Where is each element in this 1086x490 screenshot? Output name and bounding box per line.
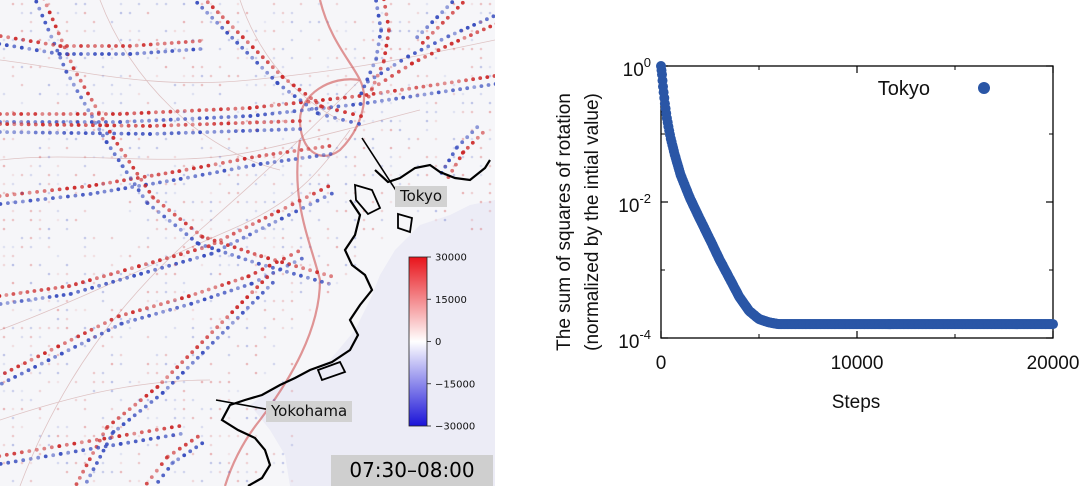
convergence-chart: The sum of squares of rotation (normaliz… <box>500 0 1086 486</box>
scatter-point <box>1048 319 1058 329</box>
x-tick-label: 20000 <box>1027 353 1080 374</box>
legend-marker-tokyo <box>978 82 990 94</box>
plot-area <box>661 66 1053 338</box>
y-axis-label-line2: (normalized by the intial value) <box>582 93 603 351</box>
callout-leaders <box>0 0 495 486</box>
legend-label-tokyo: Tokyo <box>878 78 930 100</box>
x-axis-label: Steps <box>832 392 881 413</box>
y-tick-label: 10-2 <box>618 191 651 217</box>
legend: Tokyo <box>878 78 990 100</box>
time-window-label: 07:30–08:00 <box>331 455 493 486</box>
y-tick-label: 10-4 <box>618 327 651 353</box>
yokohama-leader-line <box>216 400 271 410</box>
yokohama-callout: Yokohama <box>266 401 352 422</box>
tokyo-leader-line <box>362 138 397 192</box>
y-axis-label: The sum of squares of rotation (normaliz… <box>554 93 603 351</box>
chart-panel: The sum of squares of rotation (normaliz… <box>500 0 1086 486</box>
x-tick-label: 0 <box>656 353 667 374</box>
y-axis-label-line1: The sum of squares of rotation <box>554 93 575 351</box>
x-tick-label: 10000 <box>831 353 884 374</box>
y-tick-label: 100 <box>623 55 651 81</box>
tokyo-callout: Tokyo <box>395 186 447 207</box>
